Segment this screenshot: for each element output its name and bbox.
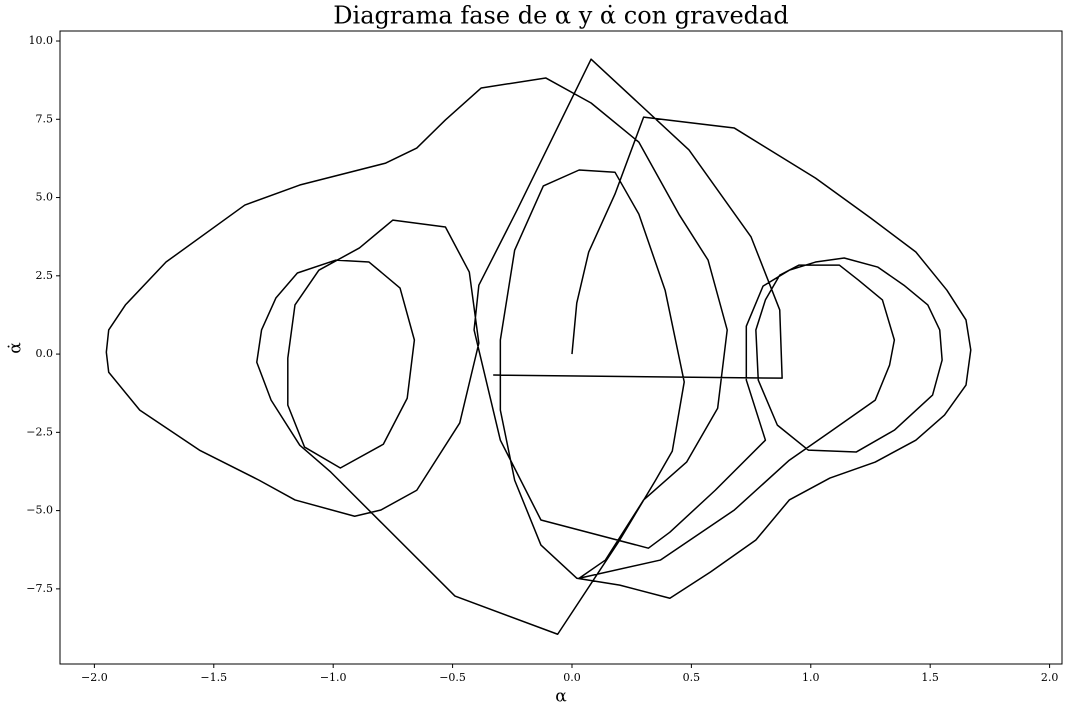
chart-title: Diagrama fase de α y α̇ con gravedad <box>333 2 788 30</box>
y-tick-label: 0.0 <box>36 347 54 360</box>
x-tick-label: −2.0 <box>81 671 108 684</box>
x-tick-label: 1.5 <box>921 671 939 684</box>
x-tick-label: −0.5 <box>439 671 466 684</box>
x-tick-label: −1.0 <box>320 671 347 684</box>
y-tick-label: 7.5 <box>36 112 54 125</box>
y-tick-label: −7.5 <box>26 582 53 595</box>
phase-line <box>105 58 972 636</box>
y-tick-label: −5.0 <box>26 504 53 517</box>
x-tick-label: −1.5 <box>200 671 227 684</box>
x-tick-label: 1.0 <box>802 671 820 684</box>
x-tick-label: 2.0 <box>1041 671 1059 684</box>
x-tick-label: 0.5 <box>683 671 701 684</box>
plot-frame <box>59 30 1063 665</box>
x-tick-label: 0.0 <box>563 671 581 684</box>
y-axis-label: α̇ <box>6 342 26 354</box>
y-tick-label: 5.0 <box>36 191 54 204</box>
y-tick-label: 2.5 <box>36 269 54 282</box>
y-tick-label: −2.5 <box>26 425 53 438</box>
y-tick-label: 10.0 <box>29 34 54 47</box>
x-axis-label: α <box>555 687 567 707</box>
